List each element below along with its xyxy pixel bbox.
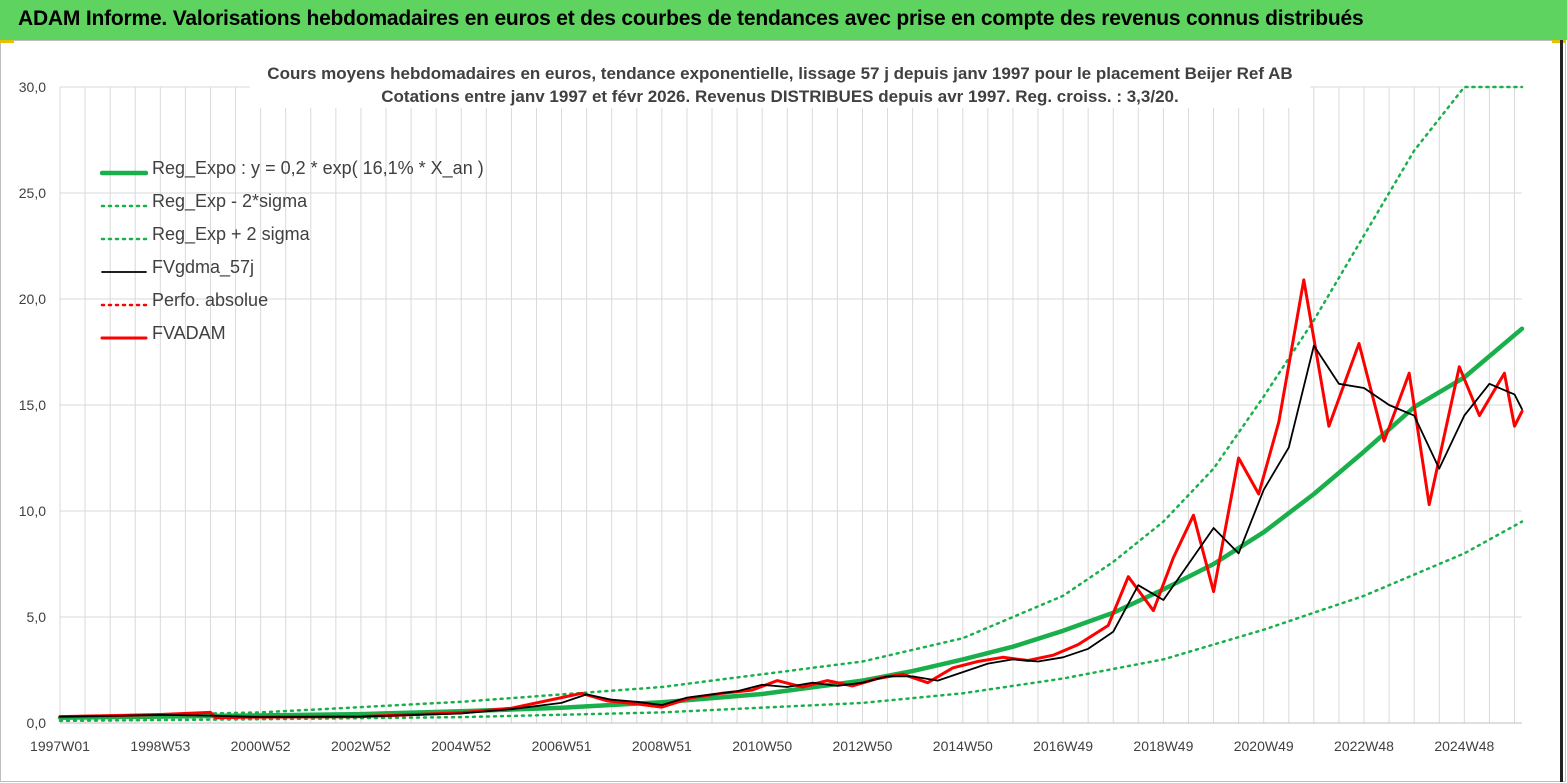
frame-corner-right — [1552, 40, 1566, 43]
legend-label: Reg_Exp + 2 sigma — [152, 224, 310, 244]
y-tick-label: 5,0 — [27, 609, 47, 625]
y-tick-label: 15,0 — [19, 397, 46, 413]
legend-item: Reg_Expo : y = 0,2 * exp( 16,1% * X_an ) — [99, 152, 484, 185]
x-tick-label: 1997W01 — [30, 738, 90, 754]
x-tick-label: 2022W48 — [1334, 738, 1394, 754]
legend-item: Perfo. absolue — [100, 284, 484, 317]
x-axis-ticks: 1997W01 1998W53 2000W52 2002W52 2004W52 2006W… — [30, 738, 1494, 754]
legend-swatch — [100, 295, 148, 307]
series-line-2 — [58, 85, 1524, 718]
legend-label: FVADAM — [152, 323, 226, 343]
y-tick-label: 25,0 — [19, 185, 46, 201]
x-tick-label: 2012W50 — [833, 738, 893, 754]
chart-title: Cours moyens hebdomadaires en euros, ten… — [267, 64, 1293, 83]
chart-grid — [59, 86, 1522, 724]
series-line-5 — [58, 278, 1524, 720]
legend-swatch — [100, 229, 148, 241]
legend-label: Reg_Expo : y = 0,2 * exp( 16,1% * X_an ) — [152, 158, 484, 178]
legend-label: Perfo. absolue — [152, 290, 269, 310]
x-tick-label: 2014W50 — [933, 738, 993, 754]
y-axis-ticks: 0,0 5,0 10,0 15,0 20,0 25,0 30,0 — [19, 79, 46, 731]
y-tick-label: 0,0 — [27, 715, 47, 731]
chart-subtitle: Cotations entre janv 1997 et févr 2026. … — [381, 87, 1179, 106]
legend-item: Reg_Exp + 2 sigma — [100, 218, 484, 251]
legend-item: FVgdma_57j — [100, 251, 484, 284]
x-tick-label: 2024W48 — [1434, 738, 1494, 754]
legend-item: Reg_Exp - 2*sigma — [100, 185, 484, 218]
legend-label: FVgdma_57j — [152, 257, 255, 277]
x-tick-label: 2010W50 — [732, 738, 792, 754]
series-line-1 — [58, 520, 1524, 723]
chart-legend: Reg_Expo : y = 0,2 * exp( 16,1% * X_an )… — [99, 152, 484, 350]
legend-swatch — [100, 328, 148, 340]
legend-swatch — [100, 262, 148, 274]
x-tick-label: 2018W49 — [1133, 738, 1193, 754]
legend-item: FVADAM — [100, 317, 484, 350]
legend-label: Reg_Exp - 2*sigma — [152, 191, 308, 211]
frame-corner-left — [0, 40, 14, 43]
x-tick-label: 2016W49 — [1033, 738, 1093, 754]
legend-swatch — [100, 196, 148, 208]
banner: ADAM Informe. Valorisations hebdomadaire… — [0, 0, 1567, 40]
x-tick-label: 2002W52 — [331, 738, 391, 754]
x-tick-label: 2000W52 — [231, 738, 291, 754]
series-line-3 — [59, 344, 1523, 718]
y-tick-label: 10,0 — [19, 503, 46, 519]
y-tick-label: 30,0 — [19, 79, 46, 95]
x-tick-label: 1998W53 — [130, 738, 190, 754]
x-tick-label: 2006W51 — [532, 738, 592, 754]
frame-edge-right — [1560, 40, 1563, 782]
legend-swatch — [99, 163, 149, 175]
series-line-0 — [57, 326, 1525, 720]
x-tick-label: 2020W49 — [1234, 738, 1294, 754]
y-tick-label: 20,0 — [19, 291, 46, 307]
x-tick-label: 2004W52 — [431, 738, 491, 754]
banner-title: ADAM Informe. Valorisations hebdomadaire… — [18, 7, 1364, 30]
chart-title-box: Cours moyens hebdomadaires en euros, ten… — [250, 62, 1310, 108]
x-tick-label: 2008W51 — [632, 738, 692, 754]
chart-series — [57, 85, 1525, 723]
